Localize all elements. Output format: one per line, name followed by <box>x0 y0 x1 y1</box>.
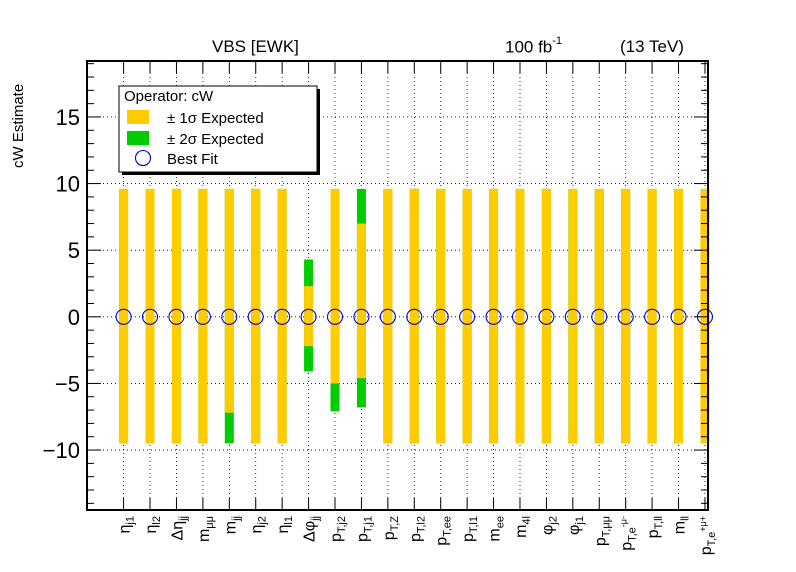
one-sigma-bar <box>515 188 525 444</box>
best-fit-marker <box>617 308 634 325</box>
x-tick-label: mee <box>487 516 507 542</box>
x-tick-label: pT,Z <box>381 516 401 540</box>
x-tick-label: pT,μμ <box>592 516 612 546</box>
x-tick-label: pT,j1 <box>354 516 374 542</box>
one-sigma-bar <box>119 188 129 444</box>
x-tick-label: mjj <box>222 516 242 534</box>
best-fit-marker <box>326 308 344 325</box>
one-sigma-bar <box>251 188 261 444</box>
x-tick-label: ηl1 <box>275 516 295 533</box>
x-tick-label: ηj2 <box>249 516 269 533</box>
best-fit-marker <box>247 308 264 325</box>
one-sigma-bar <box>383 188 393 444</box>
one-sigma-bar <box>145 188 155 444</box>
best-fit-marker <box>432 308 449 325</box>
chart-title: VBS [EWK] <box>212 37 299 56</box>
best-fit-marker <box>406 308 423 325</box>
one-sigma-bar <box>409 188 419 444</box>
x-tick-label: Δφjj <box>302 516 322 542</box>
best-fit-marker <box>168 308 185 325</box>
best-fit-marker <box>300 308 317 325</box>
x-tick-label: Δηjj <box>169 516 189 540</box>
luminosity-value: 100 fb <box>505 37 553 57</box>
one-sigma-bar <box>330 188 340 384</box>
energy-label: (13 TeV) <box>620 37 684 56</box>
legend-marker <box>134 149 152 167</box>
luminosity-label: 100 fb-1 <box>505 35 563 58</box>
one-sigma-bar <box>304 286 314 347</box>
best-fit-marker <box>644 308 661 325</box>
legend: Operator: cW ± 1σ Expected ± 2σ Expected Be… <box>118 85 320 175</box>
y-tick-label: −5 <box>55 371 80 396</box>
best-fit-marker <box>141 308 159 325</box>
y-tick-label: −10 <box>43 438 80 463</box>
y-tick-label: 10 <box>56 172 80 197</box>
one-sigma-bar <box>277 188 287 444</box>
legend-entry: ± 1σ Expected <box>167 110 264 127</box>
x-tick-label: pT,l1 <box>460 516 480 542</box>
best-fit-marker <box>591 308 608 325</box>
x-tick-label: pT,ee <box>434 516 454 546</box>
best-fit-marker <box>115 308 132 325</box>
best-fit-marker <box>511 308 529 325</box>
best-fit-marker <box>564 308 581 325</box>
one-sigma-bar <box>621 188 631 444</box>
x-tick-label: pT,j2 <box>328 516 348 542</box>
best-fit-marker <box>379 308 396 325</box>
x-tick-label: φj2 <box>539 516 559 535</box>
best-fit-marker <box>221 308 238 325</box>
best-fit-marker <box>485 308 502 325</box>
one-sigma-bar <box>594 188 604 444</box>
one-sigma-bar <box>356 223 366 379</box>
x-tick-label: mμμ <box>196 516 216 542</box>
one-sigma-bar <box>489 188 499 444</box>
one-sigma-bar <box>224 188 234 413</box>
one-sigma-bar <box>647 188 657 444</box>
plot-frame <box>86 60 709 511</box>
y-axis-ticks: −10 −5 0 5 10 15 <box>43 63 708 504</box>
x-tick-label: pT,l2 <box>407 516 427 542</box>
best-fit-marker <box>274 308 291 325</box>
legend-entry: Best Fit <box>167 151 219 168</box>
y-tick-label: 5 <box>68 238 80 263</box>
x-tick-label: m4l <box>513 516 533 538</box>
y-tick-label: 0 <box>68 305 80 330</box>
x-tick-label: mll <box>672 516 692 534</box>
luminosity-exponent: -1 <box>552 35 563 47</box>
legend-box <box>118 85 318 173</box>
x-tick-label: φj1 <box>566 516 586 535</box>
best-fit-marker <box>353 308 370 325</box>
one-sigma-bar <box>462 188 472 444</box>
x-tick-label: pT,e-μ- <box>619 516 639 551</box>
y-tick-label: 15 <box>56 105 80 130</box>
x-tick-label: pT,ll <box>645 516 665 538</box>
one-sigma-bar <box>568 188 578 444</box>
legend-swatch <box>127 110 149 124</box>
best-fit-marker <box>459 308 476 325</box>
one-sigma-bars <box>119 188 710 444</box>
one-sigma-bar <box>436 188 446 444</box>
x-tick-label: ηj1 <box>117 516 137 533</box>
best-fit-marker <box>670 308 687 325</box>
one-sigma-bar <box>700 188 710 444</box>
x-tick-label: ηl2 <box>143 516 163 533</box>
best-fit-marker <box>194 308 211 325</box>
best-fit-marker <box>538 308 555 325</box>
one-sigma-bar <box>674 188 684 444</box>
one-sigma-bar <box>171 188 181 444</box>
legend-swatch <box>127 131 149 145</box>
legend-entry: ± 2σ Expected <box>167 131 264 148</box>
one-sigma-bar <box>541 188 551 444</box>
x-tick-label: pT,e+μ+ <box>698 516 718 555</box>
one-sigma-bar <box>198 188 208 444</box>
legend-title: Operator: cW <box>124 88 214 105</box>
